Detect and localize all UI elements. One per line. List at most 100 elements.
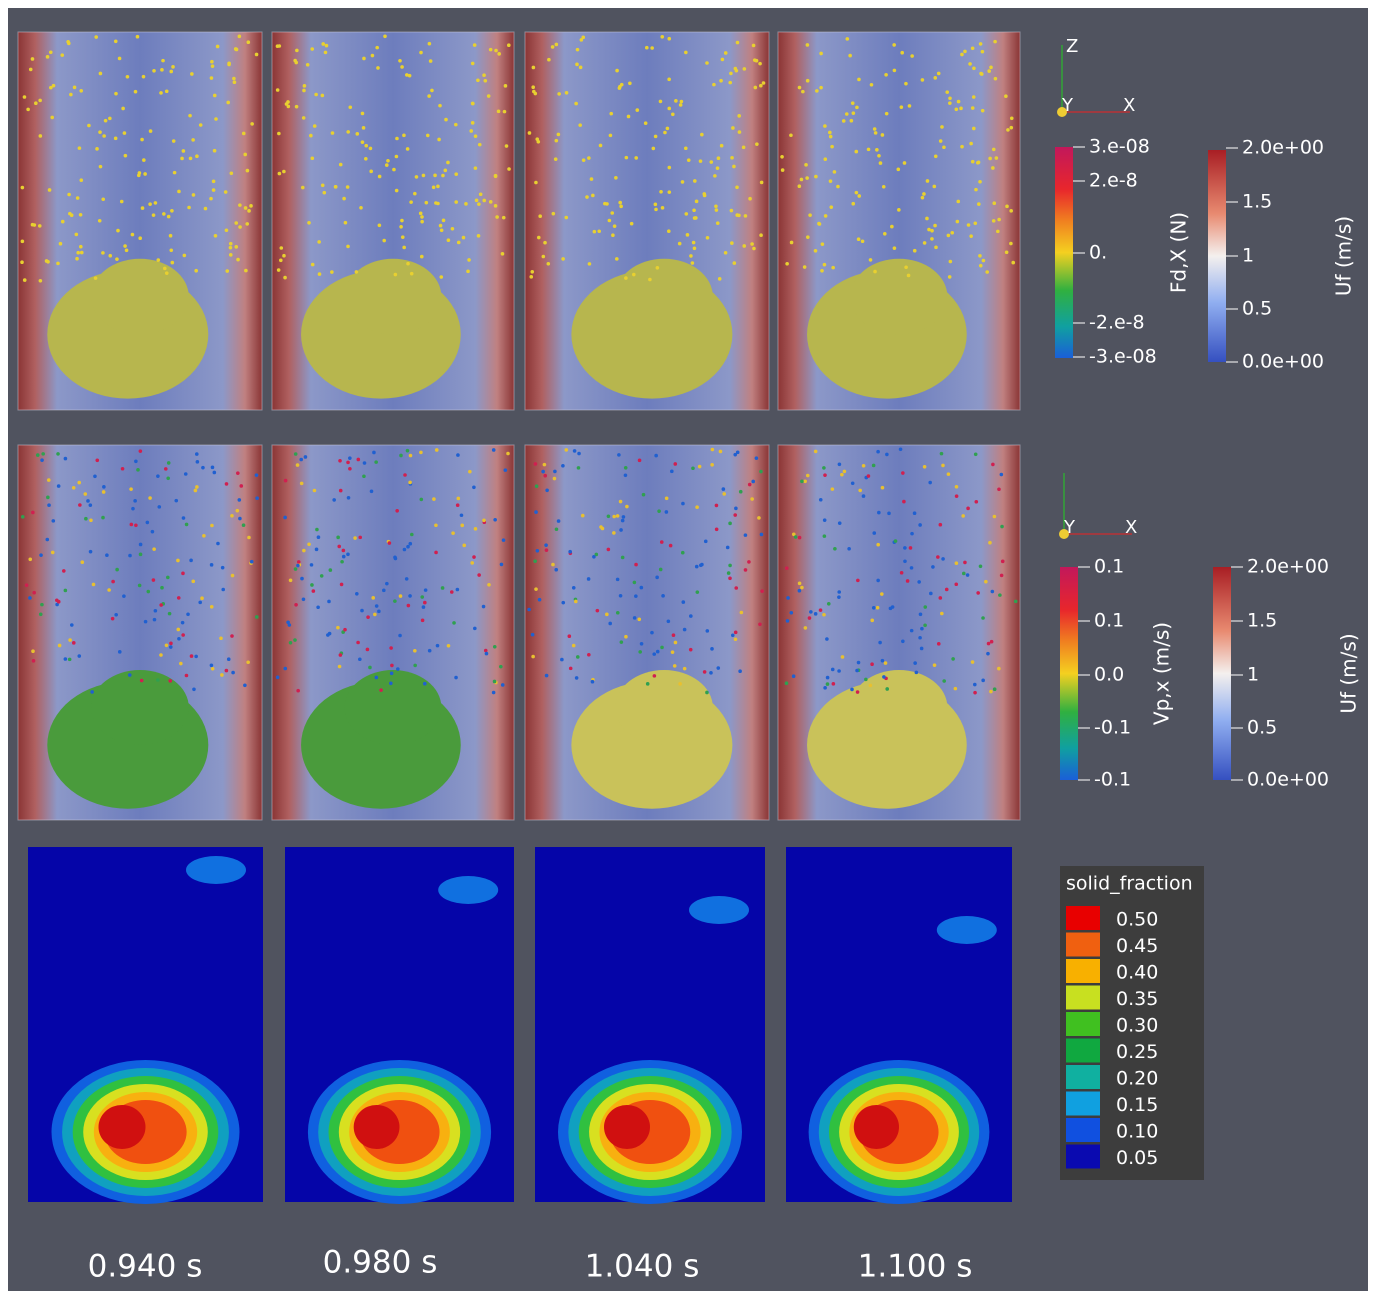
particle — [959, 106, 963, 111]
particle — [550, 45, 555, 49]
particle — [757, 516, 761, 520]
particle — [705, 690, 709, 695]
particle — [723, 250, 728, 255]
particle — [180, 156, 184, 161]
particle-bed — [91, 258, 189, 335]
particle — [885, 687, 890, 691]
sim-panel — [777, 31, 1021, 411]
particle — [534, 180, 538, 185]
particle — [976, 591, 980, 595]
particle — [682, 627, 687, 632]
particle — [336, 625, 340, 630]
particle — [934, 245, 938, 250]
particle — [639, 585, 644, 590]
particle — [695, 590, 700, 594]
particle — [314, 547, 319, 552]
particle — [960, 144, 964, 149]
particle — [398, 58, 402, 63]
particle — [791, 674, 796, 678]
particle — [714, 204, 718, 209]
particle — [813, 248, 818, 253]
particle — [56, 484, 61, 488]
particle — [560, 657, 564, 662]
particle — [799, 177, 804, 182]
particle — [615, 257, 619, 261]
particle — [626, 114, 631, 119]
particle — [553, 157, 558, 161]
particle — [733, 637, 738, 642]
particle — [309, 563, 314, 567]
particle — [556, 132, 561, 137]
particle — [797, 581, 802, 586]
particle — [670, 650, 675, 654]
particle — [58, 241, 63, 246]
particle — [488, 200, 493, 204]
time-label: 0.940 s — [88, 1249, 203, 1285]
particle — [659, 540, 664, 544]
particle — [963, 560, 967, 565]
particle — [887, 511, 891, 516]
particle — [20, 260, 24, 265]
particle — [434, 201, 438, 205]
particle — [454, 122, 458, 127]
particle — [462, 543, 467, 548]
particle — [986, 641, 991, 646]
particle — [819, 51, 823, 56]
particle — [956, 199, 961, 204]
particle — [970, 46, 975, 51]
particle — [855, 105, 859, 110]
particle — [441, 173, 445, 178]
particle — [201, 465, 205, 470]
particle — [470, 61, 475, 66]
particle — [618, 499, 623, 504]
sim-panel — [17, 31, 263, 411]
particle — [797, 535, 802, 540]
particle — [655, 575, 659, 580]
particle — [868, 258, 873, 262]
particle — [293, 567, 298, 571]
time-label: 0.980 s — [323, 1245, 438, 1281]
particle — [71, 485, 76, 490]
particle — [702, 192, 707, 196]
sim-panel — [777, 444, 1021, 821]
particle — [254, 473, 259, 477]
particle — [820, 242, 825, 246]
axis-label: Y — [1063, 517, 1076, 538]
particle — [275, 675, 280, 680]
particle — [93, 276, 98, 280]
particle — [241, 523, 246, 528]
particle — [997, 487, 1001, 492]
particle — [427, 94, 431, 98]
particle — [612, 514, 616, 519]
particle — [690, 261, 695, 265]
particle — [87, 123, 91, 128]
particle — [88, 549, 93, 554]
axis-label: Z — [1066, 36, 1078, 57]
particle — [784, 566, 789, 570]
colorbar-title: Uf (m/s) — [1337, 633, 1361, 713]
particle — [338, 653, 343, 657]
colorbar-tick-label: 0.5 — [1242, 298, 1272, 320]
particle — [101, 515, 105, 520]
particle — [482, 73, 486, 78]
particle — [358, 535, 363, 540]
colorbar-tick-label: 2.e-8 — [1089, 170, 1138, 192]
particle — [311, 589, 316, 593]
particle — [68, 638, 72, 642]
particle — [573, 599, 578, 604]
sim-panel — [271, 444, 515, 821]
particle — [828, 130, 832, 135]
particle — [113, 39, 118, 44]
particle — [785, 261, 789, 266]
particle — [319, 574, 324, 578]
particle — [476, 78, 480, 83]
particle — [925, 216, 929, 221]
particle — [755, 142, 759, 146]
particle — [848, 53, 852, 58]
particle — [244, 268, 248, 273]
particle — [346, 244, 350, 249]
particle — [705, 235, 710, 240]
particle — [399, 453, 403, 458]
particle — [404, 577, 409, 581]
